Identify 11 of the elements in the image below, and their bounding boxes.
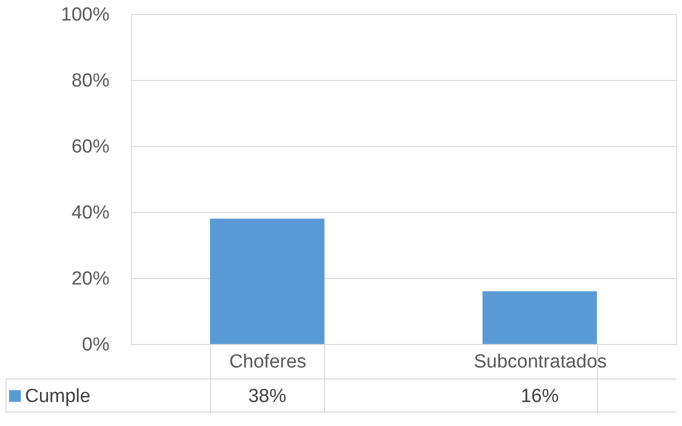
y-tick-label: 100% (60, 4, 110, 26)
y-tick-label: 60% (71, 136, 110, 158)
y-tick-label: 80% (71, 70, 110, 92)
y-tick-label: 40% (71, 202, 110, 224)
data-label: 38% (248, 386, 286, 407)
x-tick-label: Choferes (229, 352, 306, 372)
y-tick-label: 0% (82, 334, 110, 356)
y-tick-label: 20% (71, 268, 110, 290)
legend-label: Cumple (25, 386, 90, 407)
x-tick-label: Subcontratados (474, 352, 607, 372)
data-label: 16% (520, 386, 559, 407)
